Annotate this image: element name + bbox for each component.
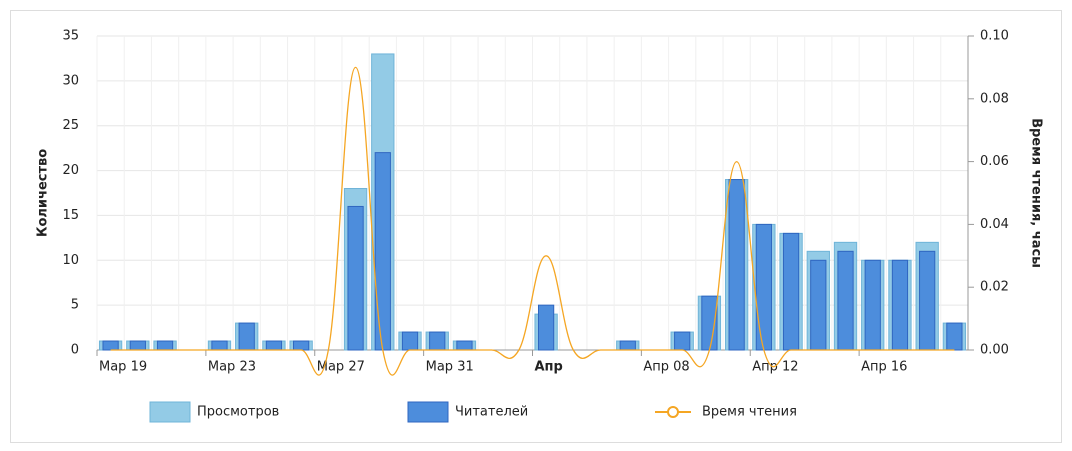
bar xyxy=(238,322,255,351)
y2-tick-label: 0.04 xyxy=(980,217,1009,232)
bar xyxy=(429,331,446,351)
y-tick-label: 10 xyxy=(62,253,79,268)
y-tick-label: 35 xyxy=(62,29,79,44)
x-tick-label: Апр xyxy=(535,360,563,375)
x-tick-label: Мар 27 xyxy=(317,360,365,375)
y-tick-label: 25 xyxy=(62,118,79,133)
bar xyxy=(810,259,827,351)
x-tick-label: Апр 12 xyxy=(752,360,798,375)
bar xyxy=(374,152,391,351)
reading-time-line xyxy=(110,66,955,376)
bar xyxy=(619,340,636,351)
legend-swatch xyxy=(149,401,191,423)
bar xyxy=(755,223,772,351)
legend-label: Читателей xyxy=(455,405,528,420)
bar xyxy=(102,340,119,351)
legend-swatch xyxy=(407,401,449,423)
bar xyxy=(837,250,854,351)
bar xyxy=(129,340,146,351)
y2-tick-label: 0.02 xyxy=(980,280,1009,295)
bar xyxy=(674,331,691,351)
y2-axis-title: Время чтения, часы xyxy=(1029,118,1044,268)
y-tick-label: 20 xyxy=(62,163,79,178)
x-tick-label: Мар 23 xyxy=(208,360,256,375)
x-tick-label: Апр 08 xyxy=(643,360,689,375)
bar xyxy=(728,179,745,351)
legend-marker xyxy=(667,406,679,418)
y2-tick-label: 0.10 xyxy=(980,29,1009,44)
bar xyxy=(156,340,174,351)
y2-tick-label: 0.00 xyxy=(980,343,1009,358)
bar xyxy=(537,304,555,351)
y2-tick-label: 0.08 xyxy=(980,91,1009,106)
bar xyxy=(919,250,936,351)
y2-tick-label: 0.06 xyxy=(980,154,1009,169)
y-axis-title: Количество xyxy=(36,149,51,237)
frame xyxy=(10,10,1062,443)
bar xyxy=(891,259,909,351)
bar xyxy=(293,340,310,351)
y-tick-label: 30 xyxy=(62,73,79,88)
y-tick-label: 15 xyxy=(62,208,79,223)
y-tick-label: 5 xyxy=(71,298,79,313)
bar xyxy=(347,205,364,351)
bar xyxy=(211,340,228,351)
y-tick-label: 0 xyxy=(71,343,79,358)
bar xyxy=(401,331,419,351)
bar xyxy=(265,340,283,351)
x-tick-label: Мар 31 xyxy=(426,360,474,375)
legend-label: Просмотров xyxy=(197,405,279,420)
bar xyxy=(946,322,963,351)
bar xyxy=(456,340,473,351)
x-tick-label: Мар 19 xyxy=(99,360,147,375)
x-tick-label: Апр 16 xyxy=(861,360,907,375)
legend-label: Время чтения xyxy=(702,405,797,420)
bar xyxy=(782,232,800,351)
bar xyxy=(864,259,881,351)
